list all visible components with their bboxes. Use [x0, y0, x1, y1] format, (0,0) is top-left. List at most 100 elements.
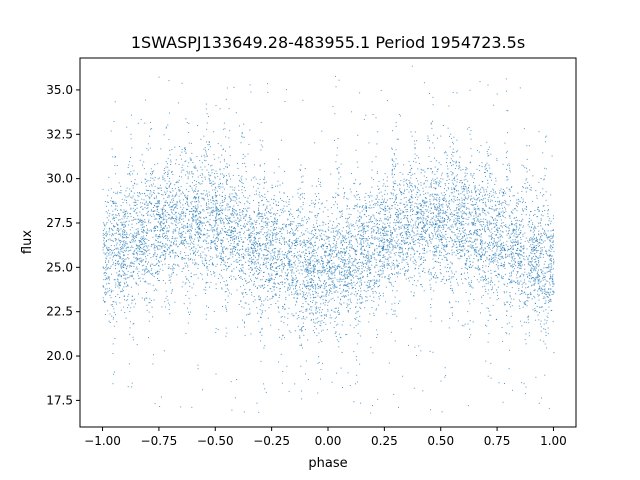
- data-point: [544, 233, 545, 235]
- data-point: [267, 299, 269, 301]
- data-point: [172, 249, 174, 251]
- data-point: [456, 92, 458, 94]
- data-point: [534, 280, 536, 282]
- data-point: [376, 143, 378, 145]
- data-point: [277, 283, 279, 284]
- data-point: [336, 255, 338, 257]
- data-point: [419, 245, 420, 247]
- data-point: [313, 319, 314, 321]
- data-point: [223, 122, 225, 124]
- data-point: [310, 271, 312, 273]
- chart-title: 1SWASPJ133649.28-483955.1 Period 1954723…: [131, 33, 525, 52]
- data-point: [456, 174, 458, 176]
- data-point: [146, 304, 148, 306]
- data-point: [152, 272, 154, 274]
- data-point: [159, 248, 161, 250]
- data-point: [438, 182, 440, 184]
- data-point: [295, 241, 297, 243]
- data-point: [401, 224, 403, 226]
- data-point: [194, 234, 196, 236]
- data-point: [297, 315, 299, 316]
- data-point: [189, 157, 191, 159]
- data-point: [355, 254, 357, 255]
- data-point: [334, 284, 336, 286]
- data-point: [280, 198, 281, 200]
- data-point: [251, 222, 253, 224]
- data-point: [189, 233, 191, 235]
- data-point: [393, 222, 395, 224]
- data-point: [131, 261, 133, 263]
- data-point: [140, 119, 142, 121]
- data-point: [307, 241, 309, 243]
- data-point: [270, 255, 272, 257]
- data-point: [521, 284, 523, 286]
- data-point: [435, 182, 437, 184]
- data-point: [500, 246, 502, 248]
- data-point: [416, 355, 417, 356]
- data-point: [207, 196, 209, 198]
- data-point: [223, 188, 225, 190]
- data-point: [204, 293, 206, 294]
- data-point: [144, 299, 146, 301]
- data-point: [175, 224, 177, 226]
- data-point: [482, 240, 484, 242]
- data-point: [336, 266, 338, 268]
- data-point: [421, 238, 423, 240]
- data-point: [499, 233, 501, 235]
- data-point: [158, 203, 160, 205]
- data-point: [519, 308, 521, 310]
- data-point: [209, 180, 211, 182]
- data-point: [292, 278, 294, 279]
- data-point: [185, 160, 187, 162]
- data-point: [257, 246, 259, 248]
- data-point: [212, 209, 214, 211]
- data-point: [419, 163, 421, 164]
- data-point: [296, 228, 298, 230]
- data-point: [293, 297, 295, 299]
- data-point: [530, 293, 532, 295]
- data-point: [263, 163, 265, 165]
- data-point: [149, 197, 151, 198]
- data-point: [291, 251, 292, 253]
- data-point: [117, 280, 119, 282]
- data-point: [494, 242, 496, 243]
- data-point: [471, 211, 473, 213]
- data-point: [539, 255, 541, 257]
- data-point: [215, 218, 217, 220]
- data-point: [479, 170, 481, 171]
- data-point: [375, 237, 377, 239]
- data-point: [198, 225, 200, 227]
- data-point: [409, 233, 411, 235]
- data-point: [133, 204, 135, 206]
- data-point: [201, 169, 203, 171]
- data-point: [107, 239, 109, 241]
- data-point: [155, 272, 157, 273]
- data-point: [220, 222, 222, 224]
- data-point: [378, 224, 380, 225]
- data-point: [513, 265, 514, 267]
- data-point: [519, 250, 521, 252]
- data-point: [334, 284, 336, 286]
- data-point: [144, 219, 146, 221]
- data-point: [362, 276, 364, 278]
- data-point: [264, 258, 266, 260]
- data-point: [216, 212, 218, 214]
- data-point: [323, 234, 325, 236]
- data-point: [334, 274, 336, 276]
- data-point: [108, 209, 110, 211]
- data-point: [537, 243, 539, 245]
- data-point: [473, 250, 475, 251]
- data-point: [410, 189, 412, 191]
- data-point: [437, 228, 439, 230]
- data-point: [172, 198, 174, 200]
- data-point: [446, 154, 448, 156]
- data-point: [206, 122, 208, 124]
- data-point: [338, 178, 340, 180]
- data-point: [501, 275, 502, 277]
- data-point: [365, 216, 367, 218]
- data-point: [255, 221, 257, 223]
- data-point: [368, 221, 370, 223]
- data-point: [475, 267, 477, 269]
- data-point: [253, 240, 255, 242]
- data-point: [163, 232, 165, 234]
